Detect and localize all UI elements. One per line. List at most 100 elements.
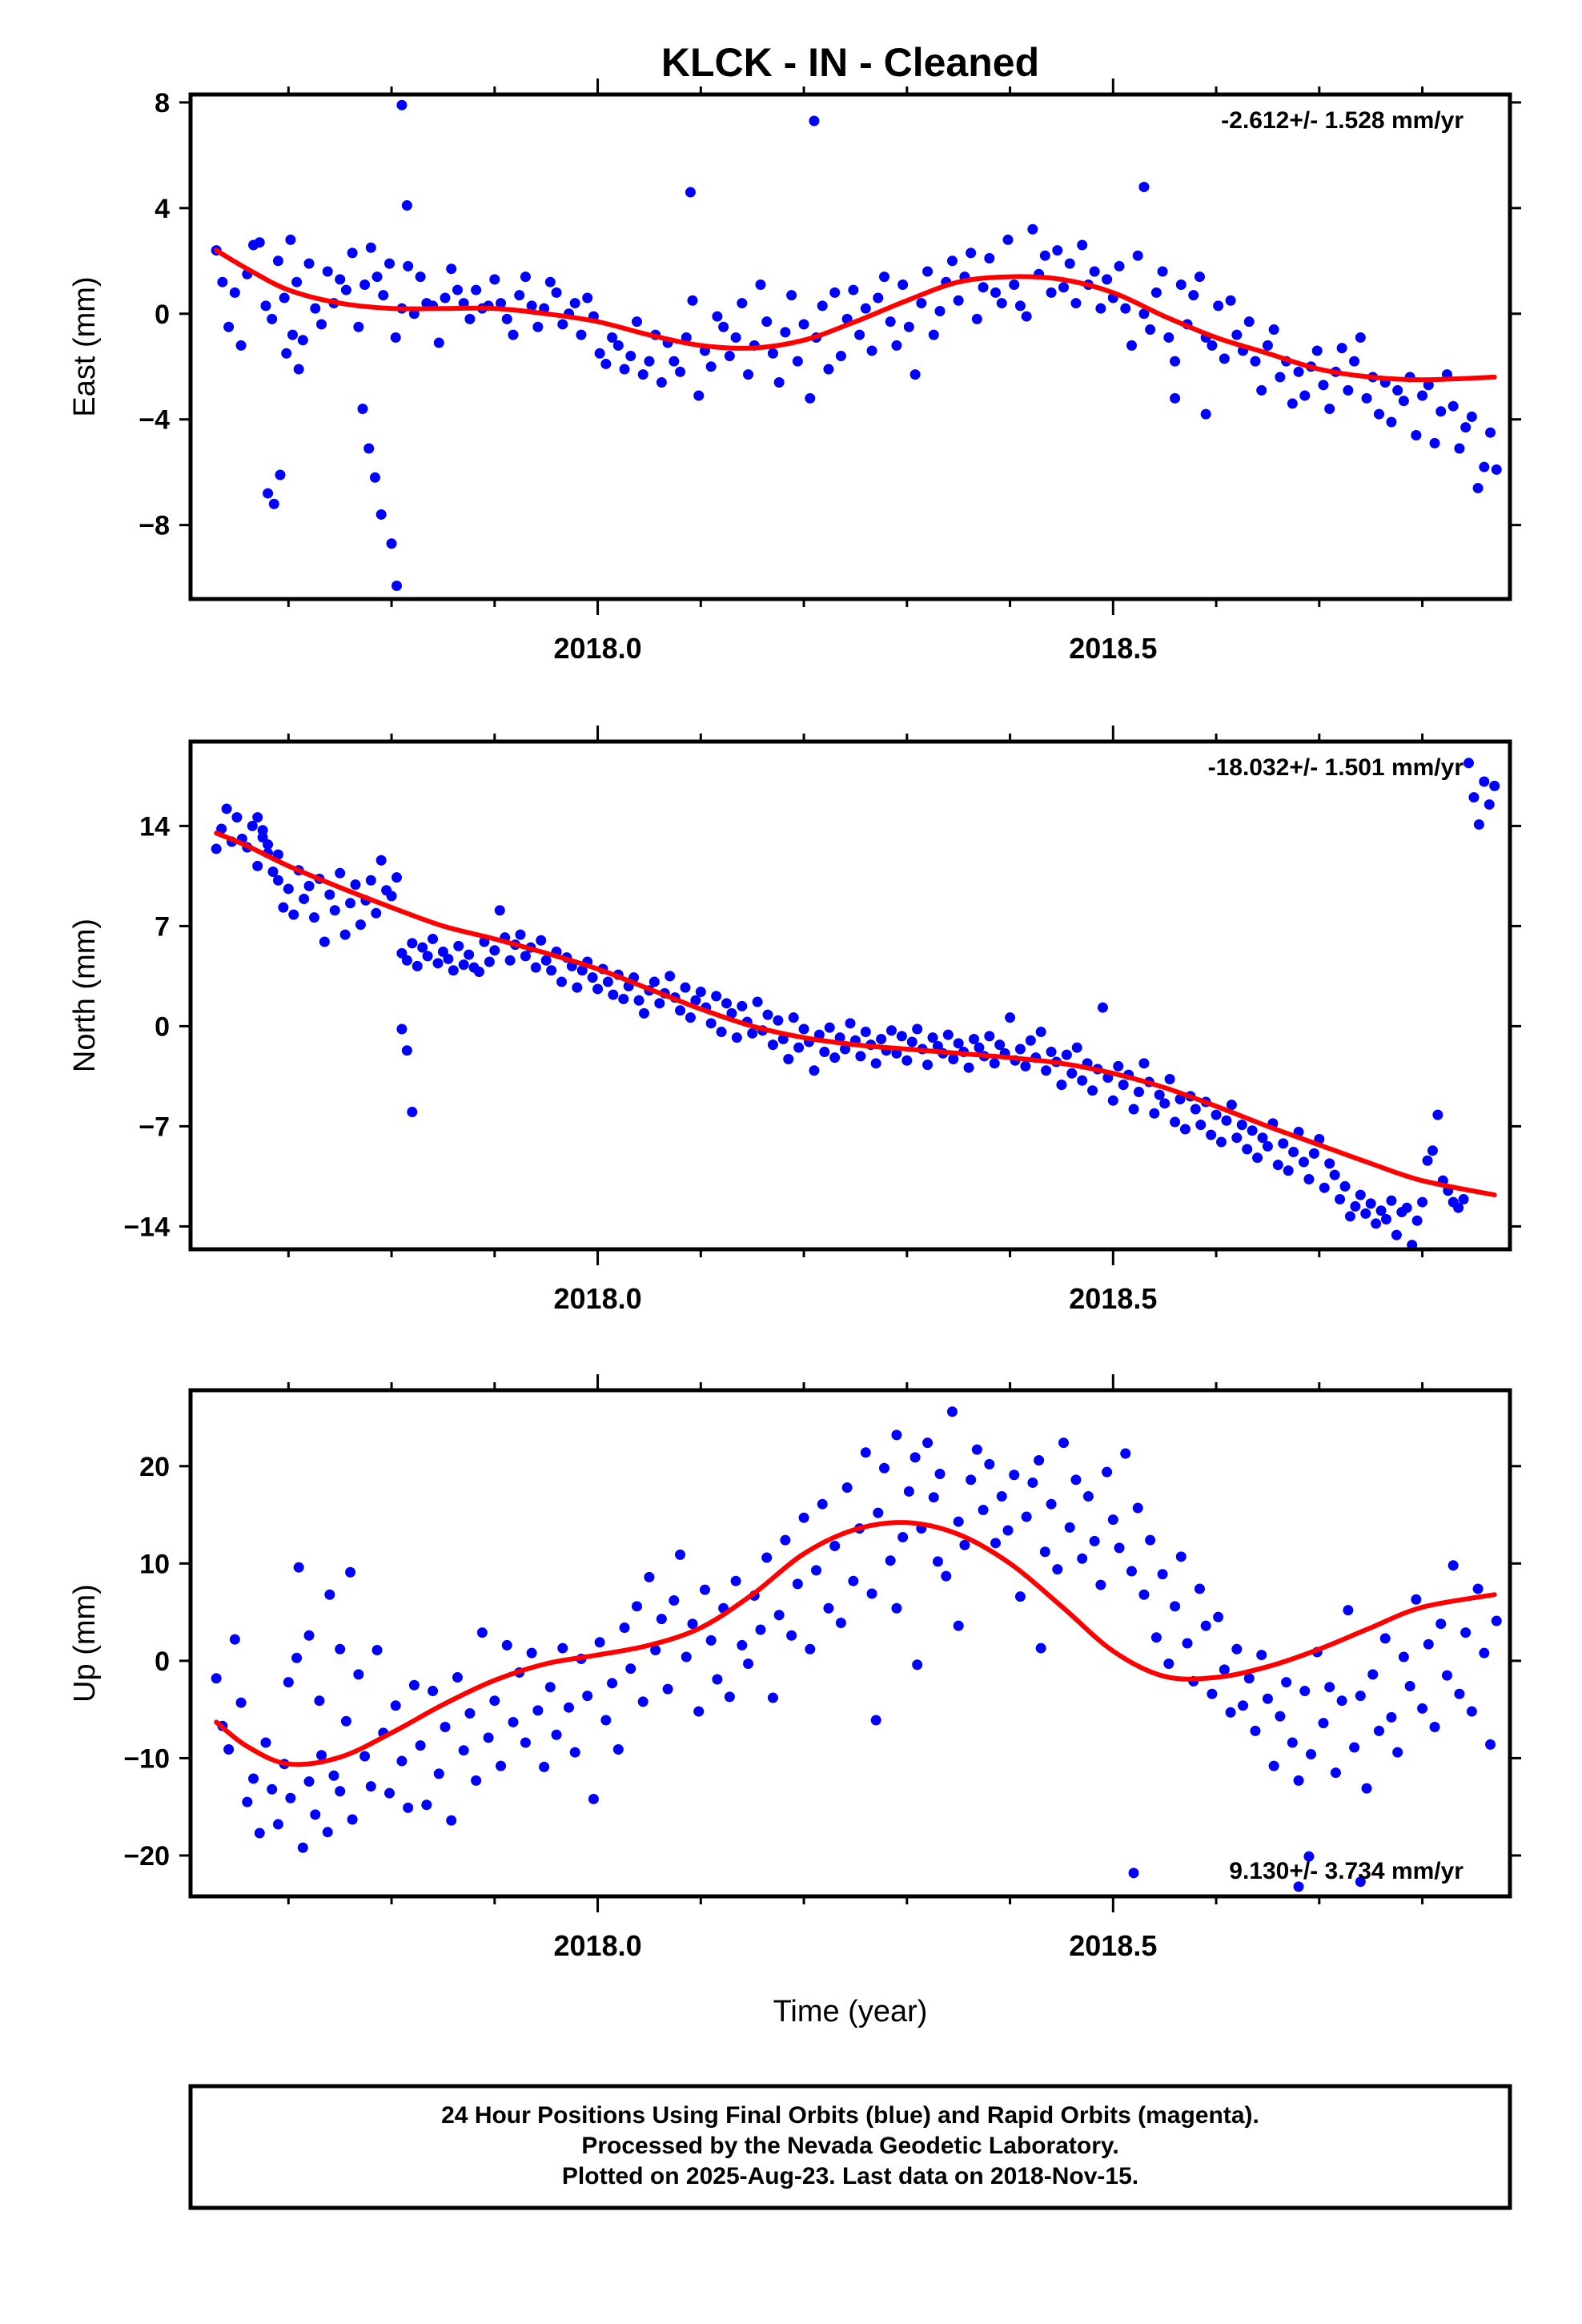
up-data-point [1238,1700,1249,1711]
north-data-point [1025,1035,1036,1046]
north-data-point [1247,1125,1258,1136]
east-data-point [310,303,321,314]
up-data-point [1435,1618,1447,1630]
east-data-point [773,377,785,388]
north-data-point [324,889,335,900]
up-data-point [433,1768,444,1779]
up-data-point [1491,1615,1502,1626]
up-data-point [873,1507,884,1518]
up-xtick-label-0: 2018.0 [554,1929,642,1962]
north-data-point [443,953,454,964]
up-data-point [607,1678,618,1689]
north-data-point [994,0,1005,6]
north-data-point [922,1059,934,1071]
up-data-point [1268,1760,1279,1771]
north-data-point [1159,1098,1170,1109]
up-data-point [1039,1546,1050,1558]
north-data-point [618,993,629,1004]
up-data-point [953,1620,964,1631]
north-data-point [303,880,315,891]
east-data-point [996,298,1007,309]
up-data-point [687,1618,698,1630]
up-data-point [1014,1591,1026,1602]
north-data-point [396,1023,408,1035]
up-data-point [229,1634,240,1645]
north-data-point [1179,1124,1191,1135]
north-data-point [788,1012,799,1023]
east-data-point [464,313,476,324]
east-data-point [526,300,537,312]
up-data-point [1157,1569,1168,1580]
up-data-point [316,1750,327,1761]
up-data-point [340,1715,351,1727]
east-data-point [835,351,846,362]
up-data-point [878,1462,889,1474]
north-ytick-label-0: 14 [139,811,170,842]
east-data-point [371,271,383,283]
east-data-point [873,292,884,304]
east-data-point [1058,282,1070,293]
east-data-point [798,319,809,330]
up-data-point [922,1437,934,1449]
north-data-point [1339,1180,1351,1192]
up-data-point [569,1747,580,1758]
up-data-point [254,1827,265,1839]
east-data-point [644,356,655,367]
east-data-point [607,332,618,343]
east-data-point [909,369,921,380]
north-data-point [489,945,500,956]
east-data-point [809,115,820,127]
up-data-point [848,1575,859,1586]
up-data-point [990,1538,1002,1549]
north-data-point [953,1038,964,1049]
north-data-point [1164,1073,1175,1084]
up-data-point [1343,1605,1354,1616]
north-data-point [1473,819,1484,830]
north-data-point [1138,0,1149,6]
north-data-point [407,1107,418,1118]
up-data-point [1392,1747,1403,1758]
east-data-point [446,263,457,275]
up-data-point [508,1716,519,1727]
up-data-point [272,1819,283,1830]
north-data-point [901,1055,913,1066]
east-data-point [1454,443,1465,454]
east-data-point [1138,181,1150,192]
east-data-point [1170,356,1181,367]
up-data-point [396,1755,408,1767]
east-data-point [520,271,531,283]
up-data-point [223,1743,235,1755]
east-data-point [1293,366,1304,377]
up-data-point [1070,1474,1082,1486]
north-data-point [665,971,676,982]
north-data-point [773,1015,784,1026]
up-data-point [1207,1688,1218,1699]
north-data-point [1071,1042,1082,1053]
east-data-point [705,361,717,372]
east-data-point [267,313,278,324]
up-data-point [496,1760,507,1771]
north-data-point [423,0,433,6]
north-data-point [1154,1089,1165,1100]
north-data-point [1272,1160,1283,1171]
up-data-point [891,1429,902,1441]
up-xtick-label-1: 2018.5 [1069,1929,1157,1962]
up-data-point [1349,1742,1360,1753]
up-data-point [817,1498,828,1510]
east-data-point [582,292,593,304]
north-data-point [592,983,604,995]
north-data-point [1324,1158,1335,1169]
north-data-point [1097,1002,1108,1013]
up-data-point [1361,1783,1372,1794]
up-data-point [1002,1525,1014,1536]
north-data-point [1329,1169,1340,1180]
up-data-point [681,1651,692,1663]
up-data-point [1170,1601,1181,1612]
east-ytick-label-0: 8 [155,88,170,119]
up-data-point [532,1705,544,1716]
east-data-point [1447,400,1459,412]
east-data-point [978,282,989,293]
up-data-point [966,1474,977,1486]
up-data-point [1231,1643,1243,1655]
up-data-point [248,1773,259,1784]
